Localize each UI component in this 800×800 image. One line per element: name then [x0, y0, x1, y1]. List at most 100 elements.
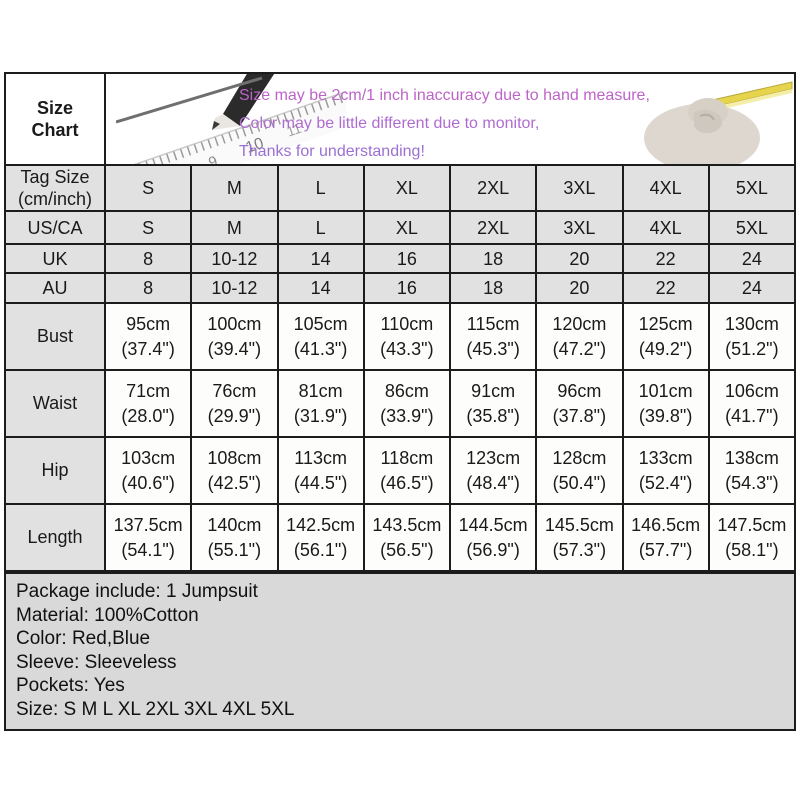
- table-cell: 137.5cm (54.1"): [103, 503, 193, 572]
- table-cell: L: [276, 210, 365, 245]
- table-cell: 24: [707, 272, 797, 304]
- table-cell: 130cm (51.2"): [707, 302, 797, 371]
- table-cell: 22: [621, 272, 710, 304]
- waist-row: Waist 71cm (28.0") 76cm (29.9") 81cm (31…: [4, 369, 797, 438]
- note-line-2: Color may be little different due to mon…: [239, 115, 540, 132]
- measure-notes: Size may be 2cm/1 inch inaccuracy due to…: [239, 82, 650, 163]
- table-cell: 5XL: [707, 164, 797, 212]
- table-cell: 118cm (46.5"): [362, 436, 452, 505]
- table-cell: 96cm (37.8"): [535, 369, 624, 438]
- row-label-uk: UK: [4, 243, 106, 274]
- table-cell: 18: [448, 243, 538, 274]
- hip-row: Hip 103cm (40.6") 108cm (42.5") 113cm (4…: [4, 436, 797, 505]
- header-banner: 9 10 11 Size may be 2cm/1 inch inaccurac…: [104, 72, 796, 166]
- table-cell: M: [190, 164, 279, 212]
- table-cell: 3XL: [535, 210, 624, 245]
- table-cell: 113cm (44.5"): [276, 436, 365, 505]
- row-label-usca: US/CA: [4, 210, 106, 245]
- table-cell: 143.5cm (56.5"): [362, 503, 452, 572]
- table-cell: 138cm (54.3"): [707, 436, 797, 505]
- pencil-ruler-icon: 9 10 11: [116, 75, 346, 165]
- table-cell: 20: [535, 272, 624, 304]
- note-line-3: Thanks for understanding!: [239, 143, 425, 160]
- info-size-list: Size: S M L XL 2XL 3XL 4XL 5XL: [16, 698, 295, 720]
- row-label-waist: Waist: [4, 369, 106, 438]
- table-cell: 144.5cm (56.9"): [448, 503, 538, 572]
- size-chart-sheet: Size Chart 9 10 11: [4, 72, 797, 572]
- table-cell: L: [276, 164, 365, 212]
- row-label-hip: Hip: [4, 436, 106, 505]
- svg-text:9: 9: [206, 153, 219, 165]
- table-cell: 120cm (47.2"): [535, 302, 624, 371]
- table-cell: S: [103, 210, 193, 245]
- table-cell: 16: [362, 243, 452, 274]
- table-cell: 91cm (35.8"): [448, 369, 538, 438]
- table-cell: 147.5cm (58.1"): [707, 503, 797, 572]
- table-cell: 76cm (29.9"): [190, 369, 279, 438]
- table-cell: 106cm (41.7"): [707, 369, 797, 438]
- uk-row: UK 8 10-12 14 16 18 20 22 24: [4, 243, 797, 274]
- table-cell: 14: [276, 272, 365, 304]
- table-cell: 123cm (48.4"): [448, 436, 538, 505]
- table-cell: 103cm (40.6"): [103, 436, 193, 505]
- usca-row: US/CA S M L XL 2XL 3XL 4XL 5XL: [4, 210, 797, 245]
- row-label-bust: Bust: [4, 302, 106, 371]
- size-chart-table: Size Chart 9 10 11: [4, 72, 797, 572]
- info-color: Color: Red,Blue: [16, 628, 151, 649]
- table-cell: XL: [362, 210, 452, 245]
- table-cell: 128cm (50.4"): [535, 436, 624, 505]
- row-label-tag-size: Tag Size (cm/inch): [4, 164, 106, 212]
- row-label-au: AU: [4, 272, 106, 304]
- table-cell: 3XL: [535, 164, 624, 212]
- table-cell: 4XL: [621, 164, 710, 212]
- table-cell: 105cm (41.3"): [276, 302, 365, 371]
- table-cell: 100cm (39.4"): [190, 302, 279, 371]
- info-sleeve: Sleeve: Sleeveless: [16, 651, 177, 673]
- table-cell: 81cm (31.9"): [276, 369, 365, 438]
- au-row: AU 8 10-12 14 16 18 20 22 24: [4, 272, 797, 304]
- table-cell: 24: [707, 243, 797, 274]
- table-cell: 8: [103, 272, 193, 304]
- info-package: Package include: 1 Jumpsuit: [16, 581, 258, 602]
- table-cell: 14: [276, 243, 365, 274]
- table-cell: XL: [362, 164, 452, 212]
- table-cell: 2XL: [448, 210, 538, 245]
- table-cell: 4XL: [621, 210, 710, 245]
- table-cell: 71cm (28.0"): [103, 369, 193, 438]
- table-cell: 86cm (33.9"): [362, 369, 452, 438]
- table-cell: 110cm (43.3"): [362, 302, 452, 371]
- table-cell: 10-12: [190, 272, 279, 304]
- table-cell: 5XL: [707, 210, 797, 245]
- svg-text:10: 10: [244, 135, 266, 157]
- table-cell: 145.5cm (57.3"): [535, 503, 624, 572]
- svg-text:11: 11: [285, 120, 304, 140]
- table-cell: S: [103, 164, 193, 212]
- table-cell: 22: [621, 243, 710, 274]
- table-cell: 108cm (42.5"): [190, 436, 279, 505]
- page-title: Size Chart: [4, 72, 106, 166]
- table-cell: 95cm (37.4"): [103, 302, 193, 371]
- product-info-box: Package include: 1 Jumpsuit Material: 10…: [4, 572, 796, 731]
- bust-row: Bust 95cm (37.4") 100cm (39.4") 105cm (4…: [4, 302, 797, 371]
- length-row: Length 137.5cm (54.1") 140cm (55.1") 142…: [4, 503, 797, 572]
- table-cell: 146.5cm (57.7"): [621, 503, 710, 572]
- table-cell: 115cm (45.3"): [448, 302, 538, 371]
- table-cell: 2XL: [448, 164, 538, 212]
- tag-size-row: Tag Size (cm/inch) S M L XL 2XL 3XL 4XL …: [4, 164, 797, 212]
- hand-tape-icon: [644, 81, 793, 163]
- table-cell: 125cm (49.2"): [621, 302, 710, 371]
- table-cell: 133cm (52.4"): [621, 436, 710, 505]
- table-cell: 8: [103, 243, 193, 274]
- note-line-1: Size may be 2cm/1 inch inaccuracy due to…: [239, 87, 650, 104]
- table-cell: 140cm (55.1"): [190, 503, 279, 572]
- header-row: Size Chart 9 10 11: [4, 72, 796, 166]
- table-cell: 18: [448, 272, 538, 304]
- table-cell: 10-12: [190, 243, 279, 274]
- table-cell: 101cm (39.8"): [621, 369, 710, 438]
- table-cell: 20: [535, 243, 624, 274]
- info-material: Material: 100%Cotton: [16, 604, 199, 626]
- table-cell: 16: [362, 272, 452, 304]
- table-cell: 142.5cm (56.1"): [276, 503, 365, 572]
- table-cell: M: [190, 210, 279, 245]
- row-label-length: Length: [4, 503, 106, 572]
